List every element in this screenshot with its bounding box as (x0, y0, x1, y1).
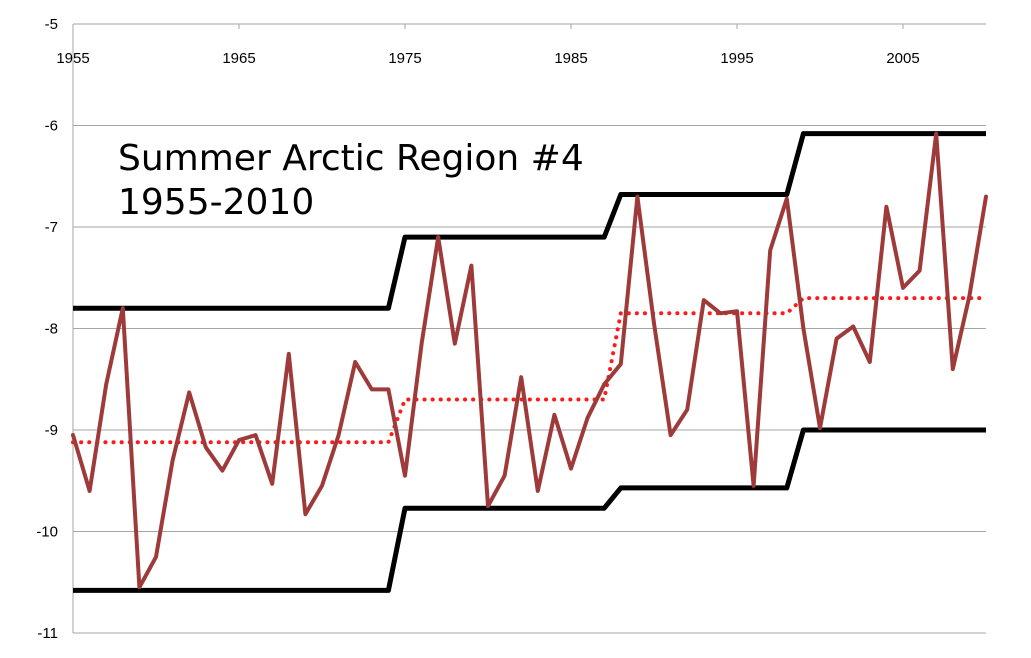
x-tick-label: 1985 (554, 50, 587, 67)
series-layer (71, 131, 988, 593)
x-tick-label: 1955 (56, 50, 89, 67)
y-tick-label: -6 (45, 118, 58, 135)
x-tick-label: 1975 (388, 50, 421, 67)
x-tick-label: 1995 (720, 50, 753, 67)
y-tick-label: -10 (36, 524, 58, 541)
series-line-upper (73, 131, 986, 311)
chart-title-line-1: Summer Arctic Region #4 (118, 138, 584, 179)
axis-layer: -5 -6 -7 -8 -9 -10 -11 1955 1965 1975 1985 1995 2005 (36, 16, 986, 642)
y-tick-label: -5 (45, 16, 58, 33)
series-line-observed (71, 131, 988, 590)
x-tick-label: 1965 (222, 50, 255, 67)
chart-title-line-2: 1955-2010 (118, 182, 314, 223)
y-tick-label: -9 (45, 422, 58, 439)
x-tick-label: 2005 (886, 50, 919, 67)
series-line-lower (73, 427, 986, 593)
chart-title: Summer Arctic Region #4 1955-2010 (118, 138, 584, 223)
y-tick-label: -7 (45, 219, 58, 236)
y-tick-label: -8 (45, 321, 58, 338)
y-tick-label: -11 (37, 625, 58, 642)
